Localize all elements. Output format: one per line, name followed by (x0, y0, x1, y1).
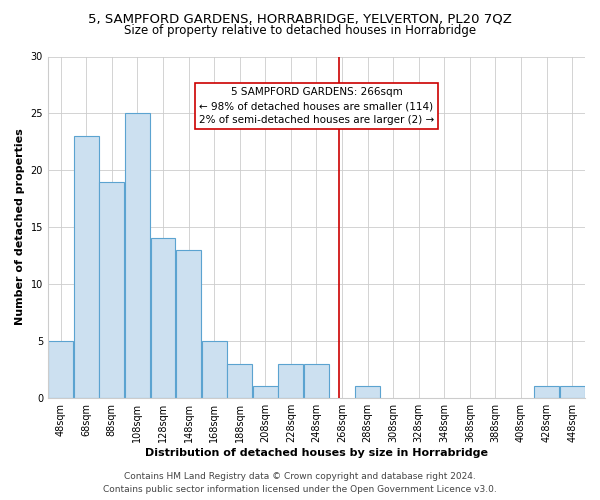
Bar (176, 250, 201, 398)
Bar (560, 386, 584, 398)
Bar (304, 364, 329, 398)
X-axis label: Distribution of detached houses by size in Horrabridge: Distribution of detached houses by size … (145, 448, 488, 458)
Bar (125, 114, 150, 398)
Bar (278, 364, 304, 398)
Text: Contains HM Land Registry data © Crown copyright and database right 2024.
Contai: Contains HM Land Registry data © Crown c… (103, 472, 497, 494)
Bar (100, 182, 124, 398)
Y-axis label: Number of detached properties: Number of detached properties (15, 128, 25, 326)
Bar (227, 364, 252, 398)
Text: Size of property relative to detached houses in Horrabridge: Size of property relative to detached ho… (124, 24, 476, 37)
Bar (253, 386, 278, 398)
Text: 5 SAMPFORD GARDENS: 266sqm
← 98% of detached houses are smaller (114)
2% of semi: 5 SAMPFORD GARDENS: 266sqm ← 98% of deta… (199, 87, 434, 125)
Bar (534, 386, 559, 398)
Bar (74, 136, 99, 398)
Bar (202, 341, 227, 398)
Text: 5, SAMPFORD GARDENS, HORRABRIDGE, YELVERTON, PL20 7QZ: 5, SAMPFORD GARDENS, HORRABRIDGE, YELVER… (88, 12, 512, 26)
Bar (151, 238, 175, 398)
Bar (48, 341, 73, 398)
Bar (355, 386, 380, 398)
